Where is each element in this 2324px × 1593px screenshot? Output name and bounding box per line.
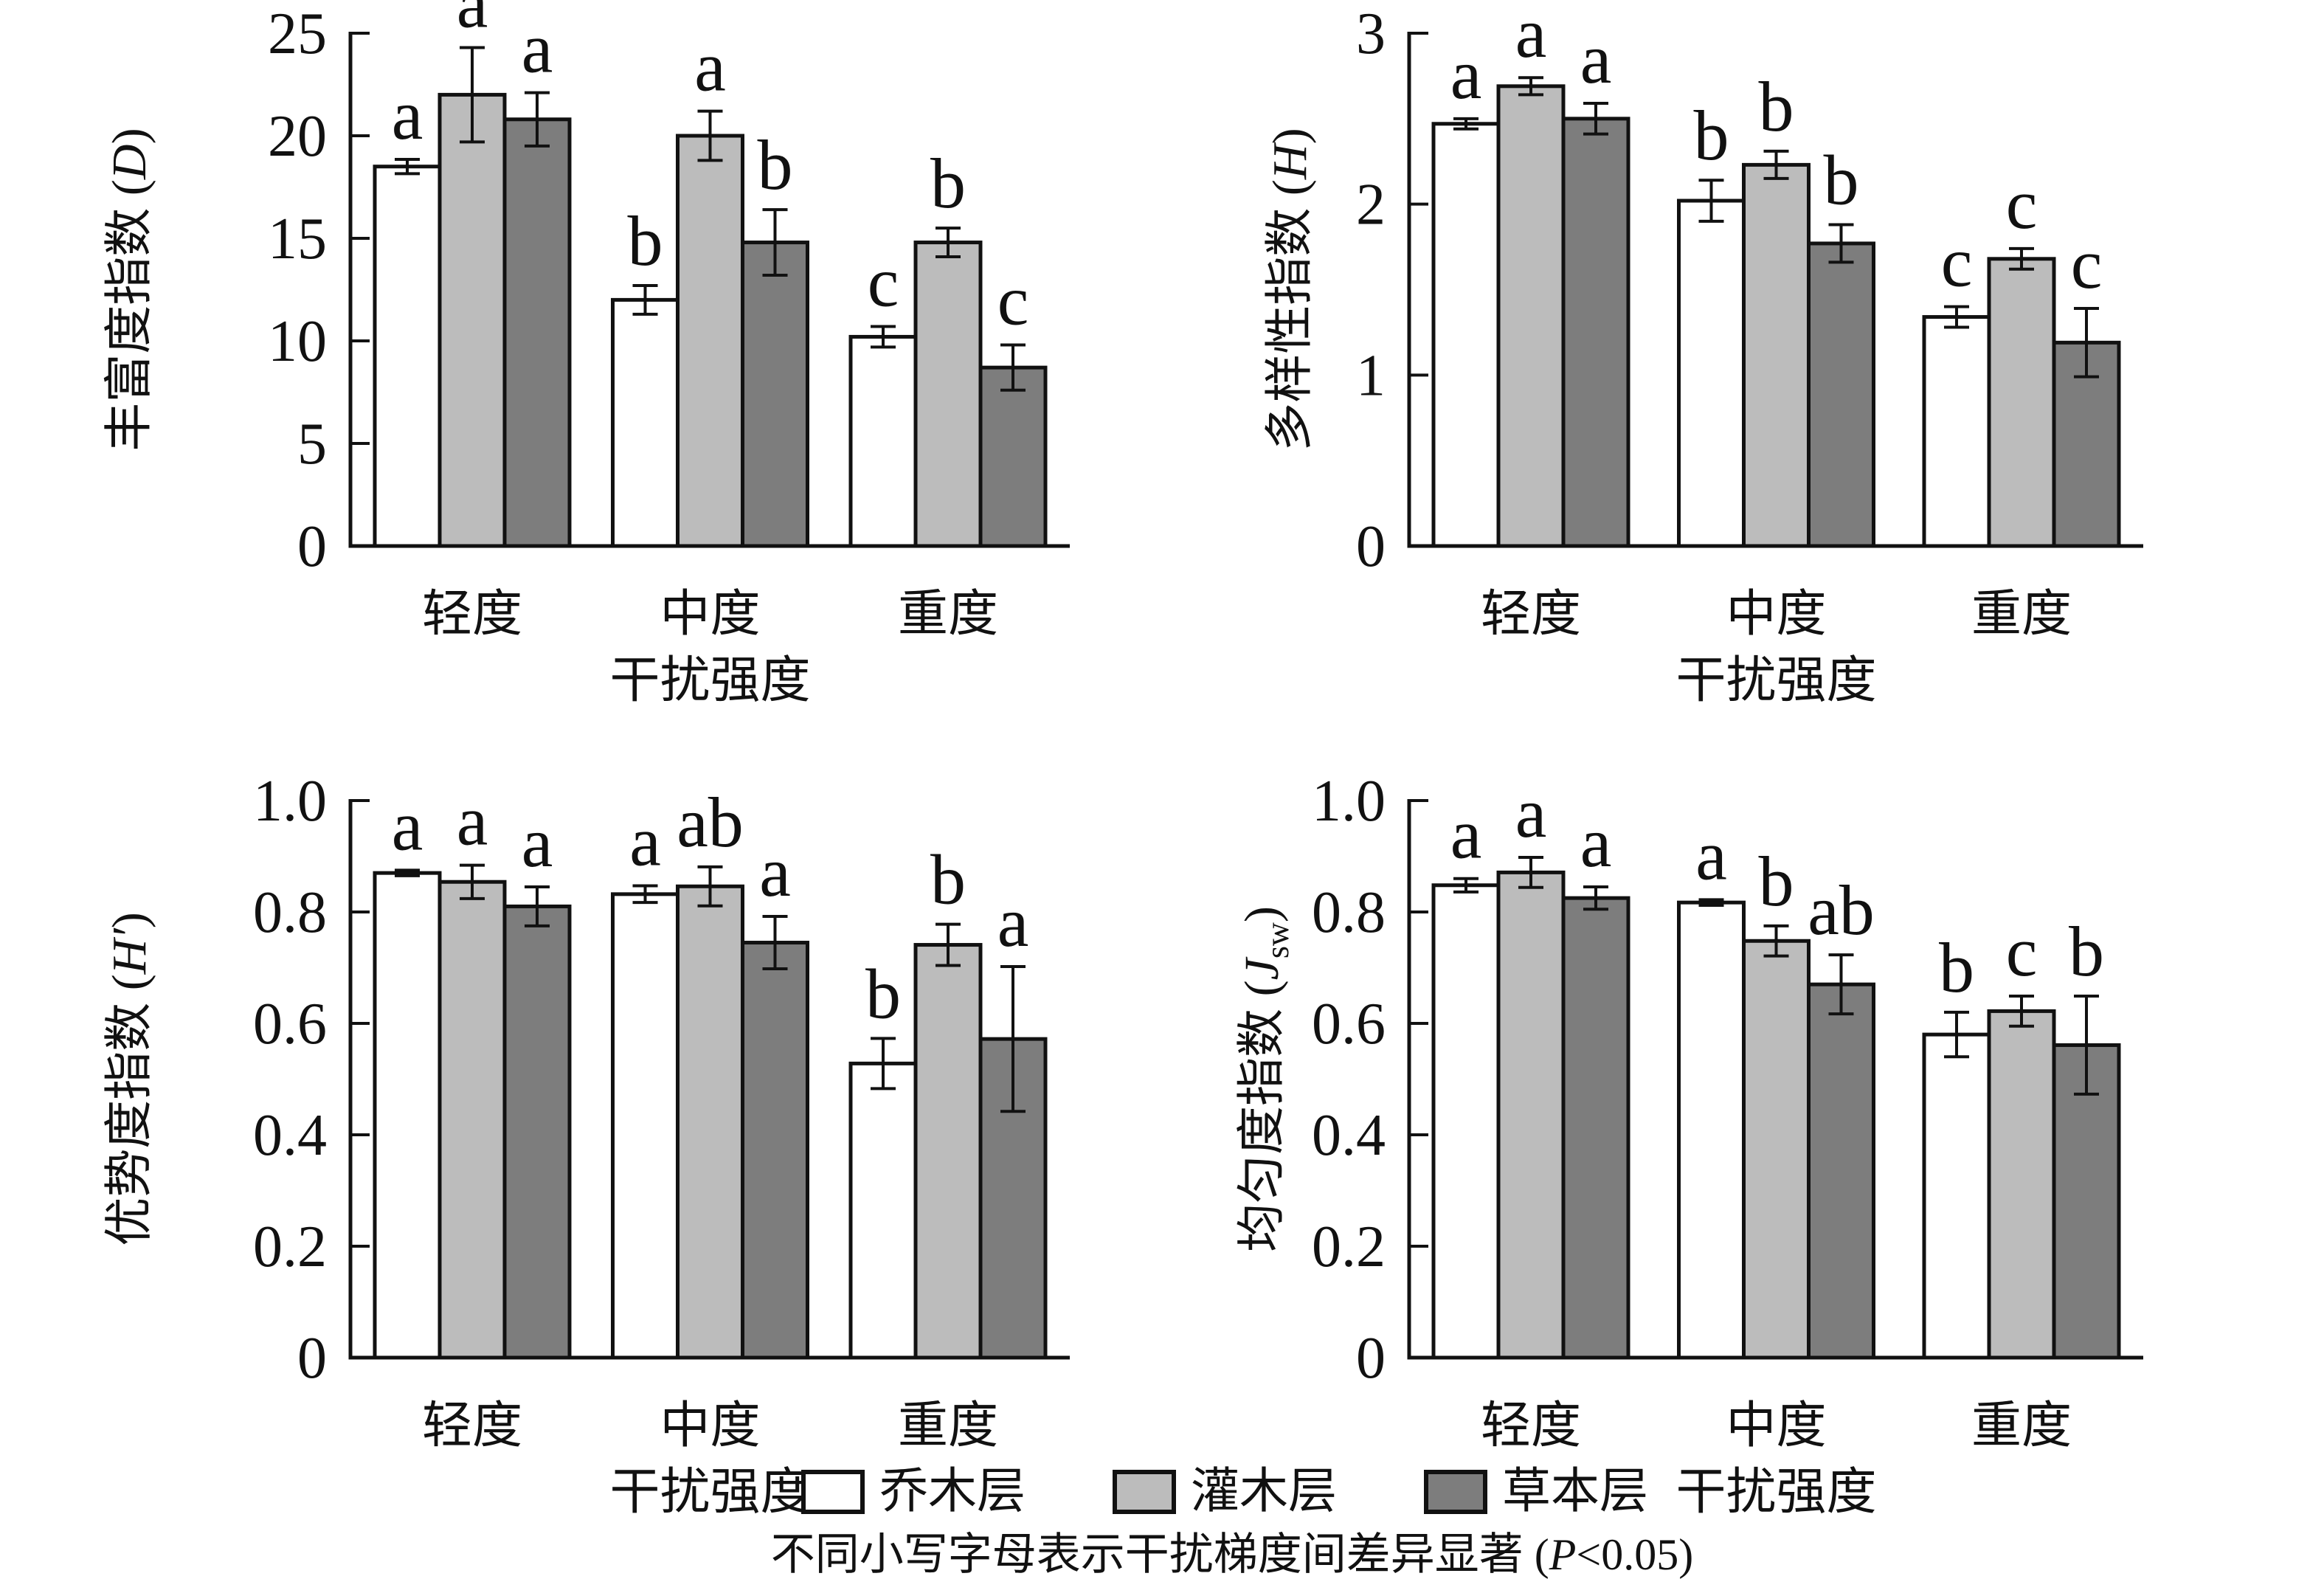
svg-text:优势度指数 (H′): 优势度指数 (H′) [103, 912, 156, 1246]
svg-text:中度: 中度 [1726, 1397, 1826, 1454]
svg-text:15: 15 [268, 207, 327, 272]
svg-text:b: b [1694, 96, 1729, 175]
svg-text:a: a [1580, 19, 1612, 98]
svg-text:b: b [865, 954, 901, 1033]
svg-text:b: b [1824, 140, 1859, 219]
svg-text:a: a [457, 781, 488, 860]
legend-label-herb-layer: 草本层 [1502, 1465, 1648, 1518]
tree-layer-swatch [801, 1470, 865, 1514]
svg-text:干扰强度: 干扰强度 [1675, 652, 1876, 708]
svg-text:干扰强度: 干扰强度 [609, 1464, 810, 1520]
svg-text:0.2: 0.2 [253, 1214, 327, 1279]
svg-text:b: b [930, 840, 966, 919]
svg-text:25: 25 [268, 1, 327, 66]
svg-text:a: a [522, 9, 553, 88]
svg-text:中度: 中度 [660, 1397, 760, 1454]
svg-text:b: b [628, 201, 663, 280]
svg-text:b: b [2069, 912, 2104, 991]
legend-label-tree-layer: 乔木层 [879, 1465, 1026, 1518]
legend-label-shrub-layer: 灌木层 [1191, 1465, 1337, 1518]
svg-text:0: 0 [297, 1326, 327, 1391]
legend-item-herb-layer: 草本层 [1424, 1465, 1648, 1518]
svg-text:重度: 重度 [1971, 586, 2072, 642]
svg-text:干扰强度: 干扰强度 [1675, 1464, 1876, 1520]
svg-text:c: c [868, 243, 899, 322]
svg-text:20: 20 [268, 104, 327, 169]
svg-text:a: a [392, 75, 423, 154]
svg-text:a: a [1695, 815, 1727, 894]
svg-text:重度: 重度 [898, 586, 998, 642]
svg-text:c: c [2006, 165, 2038, 243]
svg-text:a: a [457, 0, 488, 42]
svg-text:2: 2 [1356, 173, 1386, 238]
svg-text:0: 0 [297, 514, 327, 579]
svg-text:a: a [1515, 773, 1547, 852]
svg-text:3: 3 [1356, 1, 1386, 66]
svg-text:重度: 重度 [1971, 1397, 2072, 1454]
svg-text:a: a [694, 27, 726, 106]
svg-text:b: b [1759, 67, 1794, 146]
svg-text:a: a [1450, 795, 1482, 874]
svg-text:重度: 重度 [898, 1397, 998, 1454]
caption-text: 不同小写字母表示干扰梯度间差异显著 ( [770, 1530, 1549, 1579]
svg-text:a: a [392, 786, 423, 865]
svg-text:c: c [2071, 224, 2103, 303]
svg-text:均匀度指数 (Jsw): 均匀度指数 (Jsw) [1235, 906, 1296, 1252]
svg-text:a: a [1515, 0, 1547, 72]
svg-text:a: a [1450, 35, 1482, 114]
svg-text:轻度: 轻度 [422, 586, 522, 642]
legend-item-tree-layer: 乔木层 [801, 1465, 1026, 1518]
svg-text:c: c [2006, 912, 2038, 991]
svg-text:b: b [1939, 928, 1974, 1007]
legend-item-shrub-layer: 灌木层 [1113, 1465, 1337, 1518]
svg-text:0.4: 0.4 [253, 1103, 327, 1168]
svg-text:a: a [629, 802, 661, 881]
svg-text:0.8: 0.8 [253, 880, 327, 945]
svg-text:0.6: 0.6 [253, 992, 327, 1057]
svg-text:多样性指数 (H): 多样性指数 (H) [1263, 128, 1317, 451]
svg-text:丰富度指数 (D): 丰富度指数 (D) [103, 128, 156, 451]
legend: 乔木层 灌木层 草本层 [801, 1465, 1648, 1518]
svg-text:0.4: 0.4 [1312, 1103, 1386, 1168]
svg-text:a: a [522, 803, 553, 882]
svg-text:5: 5 [297, 412, 327, 477]
svg-text:1.0: 1.0 [253, 769, 327, 834]
svg-text:0: 0 [1356, 1326, 1386, 1391]
svg-text:b: b [930, 144, 966, 223]
svg-text:a: a [759, 832, 791, 911]
svg-text:a: a [997, 882, 1029, 961]
svg-text:0.2: 0.2 [1312, 1214, 1386, 1279]
svg-text:b: b [1759, 842, 1794, 921]
figure-caption: 不同小写字母表示干扰梯度间差异显著 (P<0.05) [771, 1529, 1693, 1580]
svg-text:0: 0 [1356, 514, 1386, 579]
svg-text:干扰强度: 干扰强度 [609, 652, 810, 708]
svg-text:ab: ab [1808, 871, 1875, 950]
svg-text:轻度: 轻度 [422, 1397, 522, 1454]
svg-text:1: 1 [1356, 343, 1386, 408]
svg-text:1.0: 1.0 [1312, 769, 1386, 834]
svg-text:10: 10 [268, 309, 327, 374]
herb-layer-swatch [1424, 1470, 1487, 1514]
svg-text:c: c [1941, 223, 1973, 302]
caption-p-symbol: P [1549, 1530, 1577, 1579]
svg-text:中度: 中度 [660, 586, 760, 642]
svg-text:c: c [997, 261, 1029, 340]
shrub-layer-swatch [1113, 1470, 1176, 1514]
svg-text:b: b [758, 125, 793, 204]
svg-text:ab: ab [677, 783, 744, 862]
svg-text:轻度: 轻度 [1481, 1397, 1581, 1454]
svg-text:a: a [1580, 803, 1612, 882]
caption-suffix: <0.05) [1576, 1530, 1694, 1579]
svg-text:0.8: 0.8 [1312, 880, 1386, 945]
svg-text:轻度: 轻度 [1481, 586, 1581, 642]
svg-text:0.6: 0.6 [1312, 992, 1386, 1057]
svg-text:中度: 中度 [1726, 586, 1826, 642]
